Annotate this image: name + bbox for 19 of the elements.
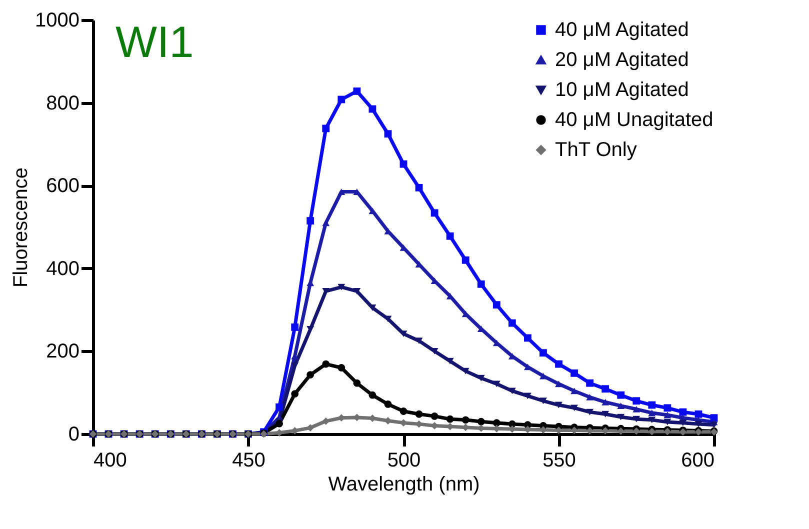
y-tick-label: 1000 xyxy=(35,10,80,32)
legend-label: ThT Only xyxy=(555,139,637,161)
x-tick-label: 400 xyxy=(94,450,127,472)
y-tick-label: 600 xyxy=(46,175,80,198)
x-tick-label: 550 xyxy=(542,450,576,472)
x-tick-label: 450 xyxy=(232,450,266,472)
y-tick-label: 200 xyxy=(46,340,80,363)
x-tick-label: 500 xyxy=(387,450,421,472)
x-tick-label: 600 xyxy=(681,450,714,472)
legend-label: 40 μM Unagitated xyxy=(555,109,714,131)
legend-label: 20 μM Agitated xyxy=(555,49,689,71)
y-axis-title: Fluorescence xyxy=(10,167,32,288)
y-tick-label: 400 xyxy=(46,258,80,280)
y-tick-label: 800 xyxy=(46,92,80,114)
y-tick-label: 0 xyxy=(68,424,80,446)
legend-label: 10 μM Agitated xyxy=(555,79,689,101)
chart-title: WI1 xyxy=(116,18,194,67)
x-axis-title: Wavelength (nm) xyxy=(328,474,480,496)
legend-label: 40 μM Agitated xyxy=(555,19,689,41)
